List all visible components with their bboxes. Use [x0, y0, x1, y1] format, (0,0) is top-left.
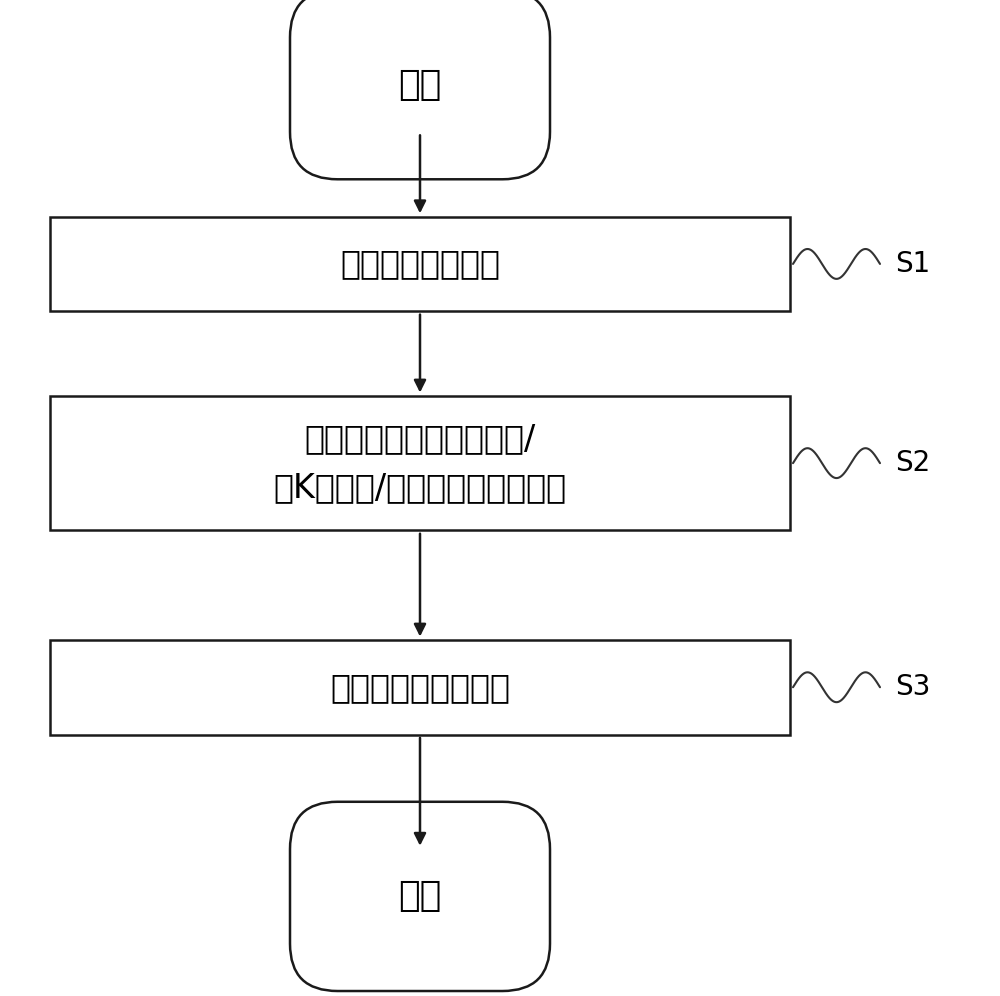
FancyBboxPatch shape	[290, 802, 550, 991]
FancyBboxPatch shape	[290, 0, 550, 179]
Text: 形成第三代拓扑绝缘体层/
高K介质层/二维沟道层叠层结构: 形成第三代拓扑绝缘体层/ 高K介质层/二维沟道层叠层结构	[273, 422, 567, 504]
Text: S3: S3	[895, 673, 930, 701]
Bar	[50, 216, 790, 311]
Text: S1: S1	[895, 250, 930, 278]
Bar	[50, 639, 790, 735]
Text: 结束: 结束	[398, 879, 442, 913]
Text: 在衬底中形成埋栅: 在衬底中形成埋栅	[340, 247, 500, 281]
Text: 开始: 开始	[398, 68, 442, 102]
Text: 形成源电极和漏电极: 形成源电极和漏电极	[330, 670, 510, 704]
Text: S2: S2	[895, 449, 930, 477]
Bar	[50, 395, 790, 530]
